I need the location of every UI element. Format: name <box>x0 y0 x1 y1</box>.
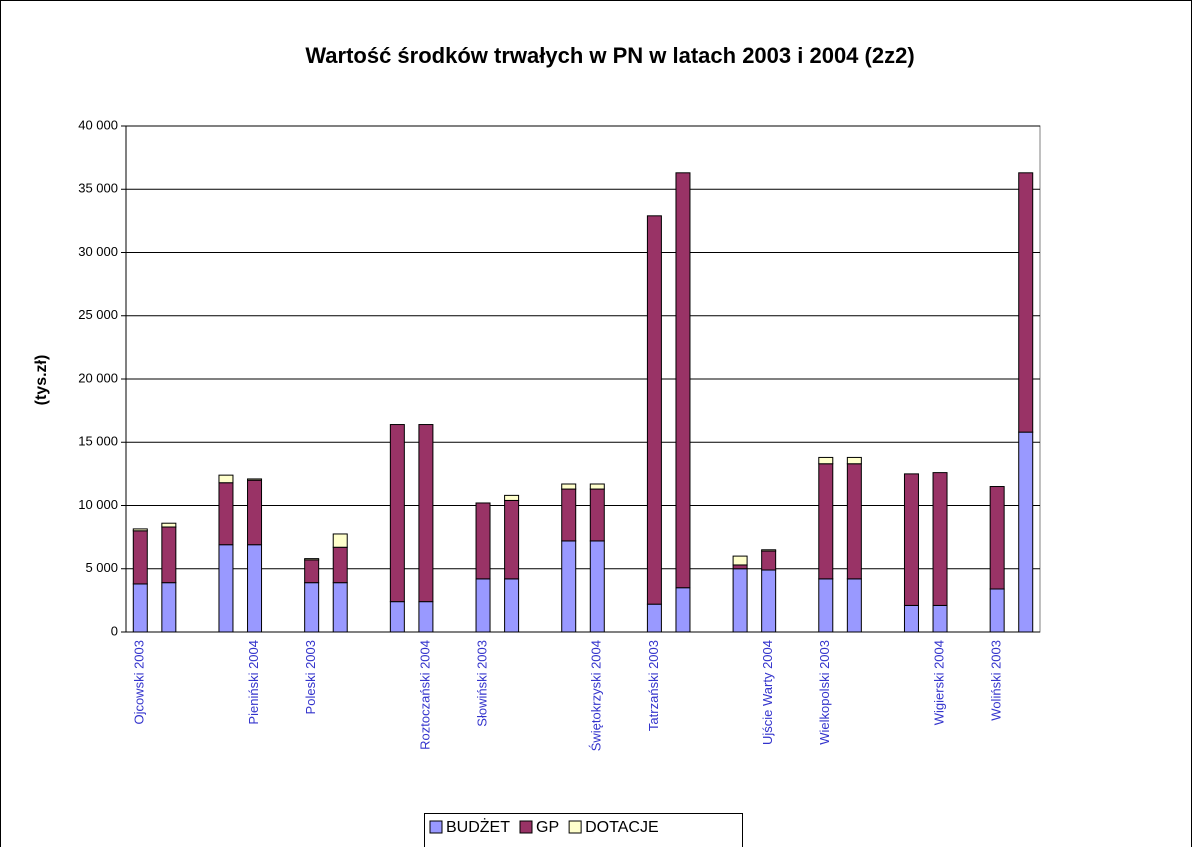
bar-segment <box>561 540 577 633</box>
bar-segment <box>332 546 348 584</box>
x-tick-label: Wigierski 2004 <box>931 640 946 725</box>
bar-segment <box>304 558 320 561</box>
legend-label: BUDŻET <box>446 817 510 836</box>
bar-segment <box>846 463 862 580</box>
x-tick-label: Ujście Warty 2004 <box>760 640 775 745</box>
bar-segment <box>903 604 919 633</box>
y-tick-label: 25 000 <box>78 307 118 322</box>
bar-segment <box>218 482 234 546</box>
bar-segment <box>561 483 577 490</box>
bar-segment <box>161 522 177 528</box>
legend-label: DOTACJE <box>585 819 658 836</box>
bar-segment <box>475 578 491 633</box>
y-tick-label: 20 000 <box>78 370 118 385</box>
bar-segment <box>732 555 748 566</box>
y-tick-label: 0 <box>111 623 118 638</box>
bar-segment <box>732 568 748 633</box>
bar-segment <box>846 578 862 633</box>
legend-swatch <box>568 820 582 834</box>
bar-segment <box>218 474 234 484</box>
bar-segment <box>418 601 434 633</box>
legend-label: GP <box>536 819 559 836</box>
y-tick-label: 10 000 <box>78 497 118 512</box>
bar-segment <box>818 456 834 465</box>
bar-segment <box>504 499 520 580</box>
bar-segment <box>761 550 777 571</box>
x-tick-label: Wielkopolski 2003 <box>817 640 832 745</box>
bar-segment <box>818 463 834 580</box>
legend-box <box>424 813 743 847</box>
bar-segment <box>732 564 748 570</box>
x-tick-label: Poleski 2003 <box>303 640 318 714</box>
bar-segment <box>646 603 662 633</box>
bar-segment <box>161 526 177 584</box>
bar-segment <box>932 604 948 633</box>
x-tick-label: Świętokrzyski 2004 <box>589 640 604 751</box>
x-tick-label: Pieniński 2004 <box>246 640 261 725</box>
x-tick-label: Woliński 2003 <box>989 640 1004 721</box>
bar-segment <box>504 494 520 501</box>
y-axis-label: (tys.zł) <box>33 355 50 406</box>
bar-segment <box>589 540 605 633</box>
bar-segment <box>332 582 348 633</box>
bar-segment <box>132 528 148 532</box>
bar-segment <box>903 473 919 606</box>
bar-segment <box>1018 431 1034 633</box>
y-tick-label: 40 000 <box>78 117 118 132</box>
bar-segment <box>247 544 263 633</box>
bar-segment <box>675 587 691 633</box>
bar-segment <box>504 578 520 633</box>
bar-segment <box>161 582 177 633</box>
y-tick-label: 15 000 <box>78 434 118 449</box>
bar-segment <box>561 488 577 542</box>
bar-segment <box>818 578 834 633</box>
bar-segment <box>761 549 777 552</box>
bar-segment <box>389 601 405 633</box>
bar-segment <box>132 530 148 585</box>
legend-swatch <box>429 820 443 834</box>
y-tick-label: 35 000 <box>78 181 118 196</box>
bar-segment <box>304 559 320 584</box>
bar-segment <box>475 502 491 580</box>
bar-segment <box>589 483 605 490</box>
bar-segment <box>989 486 1005 590</box>
bar-segment <box>675 172 691 589</box>
bar-segment <box>989 588 1005 633</box>
bar-segment <box>247 479 263 546</box>
x-tick-label: Tatrzański 2003 <box>646 640 661 731</box>
bar-segment <box>304 582 320 633</box>
bar-segment <box>1018 172 1034 433</box>
bar-segment <box>846 456 862 465</box>
y-tick-label: 30 000 <box>78 244 118 259</box>
x-tick-label: Słowiński 2003 <box>474 640 489 727</box>
legend-swatch <box>519 820 533 834</box>
bar-segment <box>589 488 605 542</box>
bar-segment <box>218 544 234 633</box>
bar-segment <box>389 424 405 603</box>
bar-segment <box>646 215 662 605</box>
bar-segment <box>418 424 434 603</box>
y-tick-label: 5 000 <box>85 560 118 575</box>
x-tick-label: Roztoczański 2004 <box>417 640 432 750</box>
bar-segment <box>761 569 777 633</box>
bar-segment <box>132 583 148 633</box>
chart-title: Wartość środków trwałych w PN w latach 2… <box>305 43 914 68</box>
bar-segment <box>247 478 263 481</box>
bar-segment <box>932 472 948 606</box>
x-tick-label: Ojcowski 2003 <box>132 640 147 725</box>
bar-segment <box>332 533 348 548</box>
